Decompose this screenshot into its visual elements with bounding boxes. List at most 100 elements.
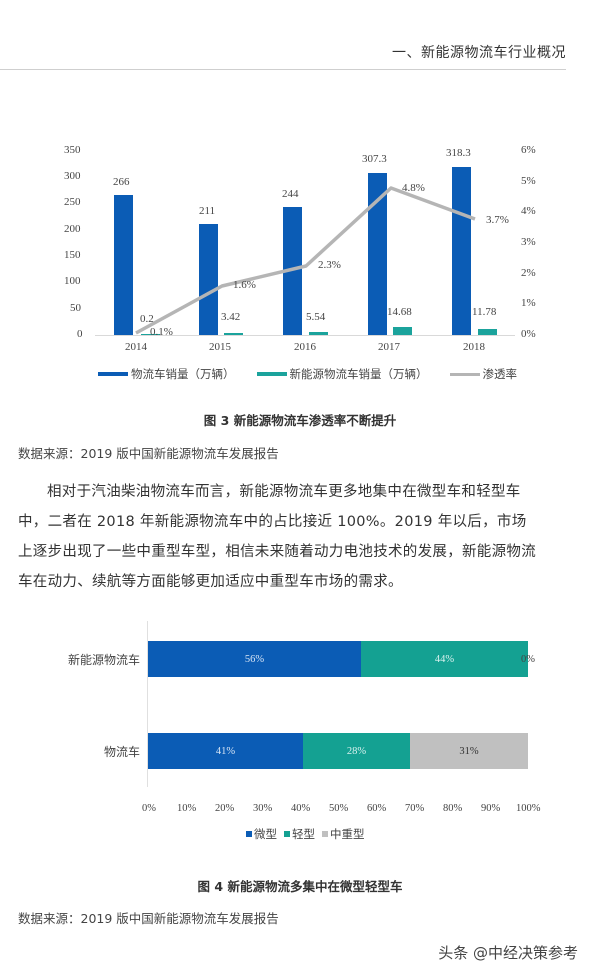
figure4-chart: 新能源物流车 物流车 56% 44% 0% 41% 28% 31% 0% 10%… xyxy=(67,621,541,842)
bar-nev-2017 xyxy=(393,327,412,335)
left-axis-tick: 0 xyxy=(77,328,83,340)
bar1-label: 211 xyxy=(199,205,216,217)
right-axis-tick: 0% xyxy=(521,328,536,340)
legend-swatch-blue xyxy=(98,372,128,376)
row-label: 新能源物流车 xyxy=(67,653,140,667)
category-label: 2018 xyxy=(463,341,485,353)
line-label: 1.6% xyxy=(233,279,256,291)
x-axis-tick: 20% xyxy=(215,803,235,814)
bar-nev-2018 xyxy=(478,329,497,335)
header-divider xyxy=(0,69,566,70)
bar1-label: 318.3 xyxy=(446,147,471,159)
watermark: 头条 @中经决策参考 xyxy=(438,944,578,962)
x-axis-tick: 40% xyxy=(291,803,311,814)
legend-item-penetration: 渗透率 xyxy=(449,366,518,382)
figure3-source: 数据来源：2019 版中国新能源物流车发展报告 xyxy=(18,446,279,461)
category-label: 2016 xyxy=(294,341,316,353)
segment-heavy: 0% xyxy=(519,641,537,677)
line-label: 0.1% xyxy=(150,326,173,338)
bar-logistics-2014 xyxy=(114,195,133,335)
category-label: 2015 xyxy=(209,341,231,353)
x-axis-tick: 90% xyxy=(481,803,501,814)
legend-item-light: 轻型 xyxy=(284,826,315,842)
bar-logistics-2015 xyxy=(199,224,218,335)
right-axis-tick: 1% xyxy=(521,297,536,309)
left-axis-tick: 200 xyxy=(64,223,81,235)
bar-nev-2014 xyxy=(141,334,160,335)
segment-light: 44% xyxy=(361,641,528,677)
section-title: 一、新能源物流车行业概况 xyxy=(392,45,566,61)
segment-label: 41% xyxy=(215,745,236,757)
bar2-label: 0.2 xyxy=(140,313,154,325)
left-axis-tick: 100 xyxy=(64,275,81,287)
segment-micro: 56% xyxy=(148,641,361,677)
x-axis-tick: 60% xyxy=(367,803,387,814)
legend-label: 渗透率 xyxy=(482,367,518,381)
bar-logistics-2017 xyxy=(368,173,387,335)
legend-label: 物流车销量（万辆） xyxy=(131,367,235,381)
left-axis-tick: 350 xyxy=(64,144,81,156)
bar1-label: 266 xyxy=(113,176,130,188)
penetration-line xyxy=(135,186,476,335)
figure3-chart: 350 300 250 200 150 100 50 0 6% 5% 4% 3%… xyxy=(0,0,600,400)
line-label: 3.7% xyxy=(486,214,509,226)
right-axis-tick: 3% xyxy=(521,236,536,248)
x-axis-tick: 50% xyxy=(329,803,349,814)
left-axis-tick: 50 xyxy=(70,302,81,314)
legend-label: 新能源物流车销量（万辆） xyxy=(289,367,428,381)
legend-label: 微型 xyxy=(254,829,277,841)
x-axis-line xyxy=(95,335,515,336)
x-axis-tick: 30% xyxy=(253,803,273,814)
right-axis-tick: 6% xyxy=(521,144,536,156)
segment-micro: 41% xyxy=(148,733,303,769)
row-label: 物流车 xyxy=(103,745,140,759)
figure3-caption: 图 3 新能源物流车渗透率不断提升 xyxy=(203,413,397,428)
x-axis-tick: 70% xyxy=(405,803,425,814)
segment-label: 28% xyxy=(346,745,367,757)
segment-heavy: 31% xyxy=(410,733,528,769)
figure4-source: 数据来源：2019 版中国新能源物流车发展报告 xyxy=(18,911,279,926)
segment-label: 44% xyxy=(434,653,455,665)
x-axis-tick: 80% xyxy=(443,803,463,814)
legend-item-micro: 微型 xyxy=(246,826,277,842)
segment-light: 28% xyxy=(303,733,410,769)
left-axis-tick: 150 xyxy=(64,249,81,261)
bar-nev-2015 xyxy=(224,333,243,335)
right-axis-tick: 4% xyxy=(521,205,536,217)
x-axis-tick: 100% xyxy=(516,803,541,814)
bar1-label: 244 xyxy=(282,188,299,200)
category-label: 2014 xyxy=(125,341,147,353)
line-label: 4.8% xyxy=(402,182,425,194)
bar-logistics-2018 xyxy=(452,167,471,335)
line-label: 2.3% xyxy=(318,259,341,271)
segment-label: 0% xyxy=(521,653,535,665)
legend-swatch-gray xyxy=(449,372,480,376)
bar-nev-2016 xyxy=(309,332,328,335)
x-axis-tick: 10% xyxy=(177,803,197,814)
legend-swatch-teal xyxy=(256,372,287,376)
legend-swatch-gray xyxy=(322,831,328,837)
y-axis-line xyxy=(147,621,148,787)
segment-label: 56% xyxy=(244,653,265,665)
figure4-legend: 微型 轻型 中重型 xyxy=(246,826,372,842)
right-axis-tick: 2% xyxy=(521,267,536,279)
segment-label: 31% xyxy=(459,745,479,757)
right-axis-tick: 5% xyxy=(521,175,536,187)
figure4-caption: 图 4 新能源物流多集中在微型轻型车 xyxy=(197,879,403,894)
legend-item-nev: 新能源物流车销量（万辆） xyxy=(256,366,428,382)
bar2-label: 11.78 xyxy=(472,306,497,318)
left-axis-tick: 300 xyxy=(64,170,81,182)
bar2-label: 3.42 xyxy=(221,311,241,323)
legend-label: 轻型 xyxy=(292,829,315,841)
legend-item-heavy: 中重型 xyxy=(322,826,365,842)
x-axis-tick: 0% xyxy=(142,803,156,814)
bar2-label: 14.68 xyxy=(387,306,412,318)
figure3-legend: 物流车销量（万辆） 新能源物流车销量（万辆） 渗透率 xyxy=(98,366,539,382)
bar1-label: 307.3 xyxy=(362,153,387,165)
category-label: 2017 xyxy=(378,341,400,353)
legend-label: 中重型 xyxy=(330,829,365,841)
left-axis-tick: 250 xyxy=(64,196,81,208)
bar2-label: 5.54 xyxy=(306,311,326,323)
legend-item-logistics: 物流车销量（万辆） xyxy=(98,366,235,382)
legend-swatch-blue xyxy=(246,831,252,837)
